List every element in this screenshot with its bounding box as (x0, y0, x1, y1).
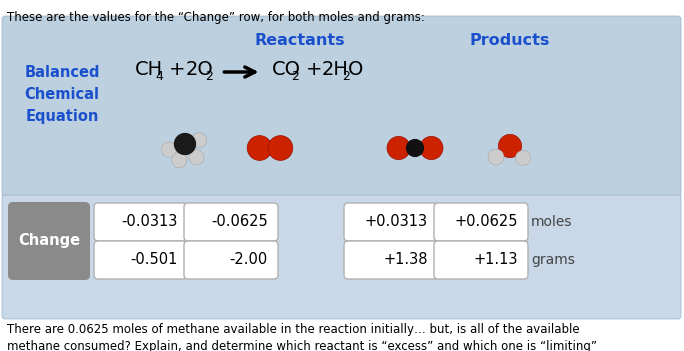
Circle shape (488, 149, 504, 165)
Text: CO: CO (272, 60, 300, 79)
Circle shape (420, 137, 443, 160)
Text: +1.13: +1.13 (473, 252, 518, 267)
Text: 4: 4 (155, 70, 163, 83)
Text: -0.0625: -0.0625 (211, 214, 268, 230)
FancyBboxPatch shape (434, 241, 528, 279)
Text: Balanced: Balanced (24, 65, 100, 80)
Text: Equation: Equation (25, 109, 98, 124)
FancyBboxPatch shape (94, 203, 188, 241)
FancyBboxPatch shape (184, 241, 278, 279)
Text: CH: CH (135, 60, 163, 79)
FancyBboxPatch shape (2, 195, 681, 319)
Circle shape (174, 133, 196, 154)
FancyBboxPatch shape (344, 203, 438, 241)
Text: 2H: 2H (321, 60, 349, 79)
Text: 2: 2 (291, 70, 300, 83)
Text: 2O: 2O (185, 60, 213, 79)
Circle shape (172, 153, 187, 168)
Text: Reactants: Reactants (254, 33, 345, 48)
Text: Change: Change (18, 233, 80, 249)
Text: -0.501: -0.501 (131, 252, 178, 267)
Text: +: + (169, 60, 185, 79)
Text: There are 0.0625 moles of methane available in the reaction initially… but, is a: There are 0.0625 moles of methane availa… (7, 323, 597, 351)
Text: grams: grams (531, 253, 575, 267)
Text: 2: 2 (205, 70, 213, 83)
FancyBboxPatch shape (2, 16, 681, 197)
Text: -2.00: -2.00 (230, 252, 268, 267)
Circle shape (406, 140, 423, 157)
FancyBboxPatch shape (8, 202, 90, 280)
Circle shape (516, 150, 531, 166)
Text: moles: moles (531, 215, 573, 229)
FancyBboxPatch shape (184, 203, 278, 241)
Text: +: + (306, 60, 322, 79)
Text: +0.0313: +0.0313 (365, 214, 428, 230)
Text: O: O (348, 60, 363, 79)
Circle shape (268, 135, 293, 160)
Circle shape (247, 135, 272, 160)
Text: -0.0313: -0.0313 (122, 214, 178, 230)
Text: These are the values for the “Change” row, for both moles and grams:: These are the values for the “Change” ro… (7, 11, 425, 24)
Circle shape (499, 134, 522, 158)
Circle shape (192, 133, 207, 148)
Text: +1.38: +1.38 (384, 252, 428, 267)
Circle shape (387, 137, 410, 160)
Text: +0.0625: +0.0625 (454, 214, 518, 230)
FancyBboxPatch shape (344, 241, 438, 279)
Circle shape (189, 150, 204, 165)
FancyBboxPatch shape (94, 241, 188, 279)
Text: Chemical: Chemical (25, 87, 99, 102)
Text: Products: Products (470, 33, 550, 48)
Text: 2: 2 (342, 70, 350, 83)
Circle shape (161, 142, 176, 157)
FancyBboxPatch shape (434, 203, 528, 241)
